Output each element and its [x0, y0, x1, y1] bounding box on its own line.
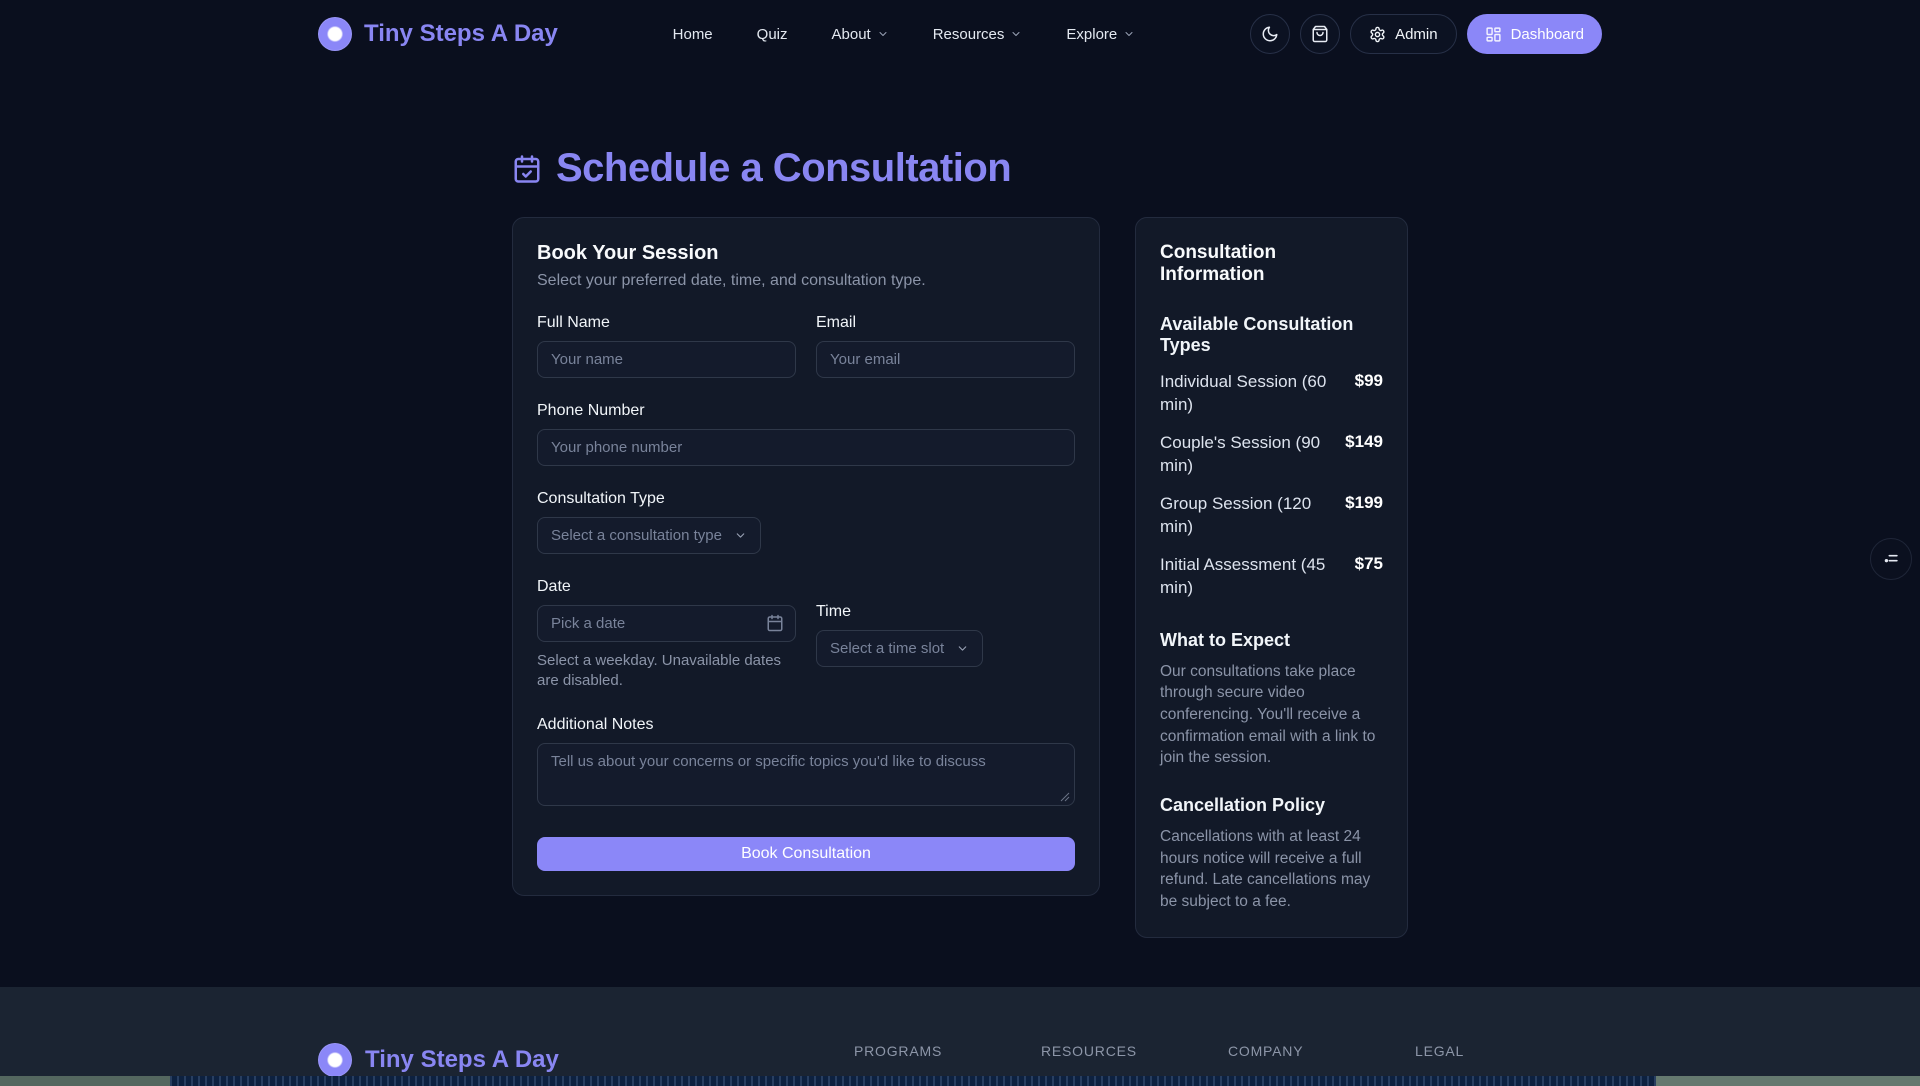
brand-logo-icon [318, 17, 352, 51]
time-select-value: Select a time slot [830, 639, 945, 657]
feedback-icon [1881, 549, 1901, 569]
footer-brand-group[interactable]: Tiny Steps A Day [318, 1042, 854, 1077]
consultation-type-select[interactable]: Select a consultation type [537, 517, 761, 554]
brand-logo-group[interactable]: Tiny Steps A Day [318, 17, 558, 51]
chevron-down-icon [956, 642, 969, 655]
form-title: Book Your Session [537, 242, 719, 264]
full-name-input[interactable] [537, 341, 796, 378]
time-select[interactable]: Select a time slot [816, 629, 984, 667]
consultation-info-card: Consultation Information Available Consu… [1135, 217, 1408, 938]
dashboard-button[interactable]: Dashboard [1466, 14, 1602, 54]
page-title: Schedule a Consultation [556, 146, 1012, 190]
price-value: $149 [1345, 431, 1383, 451]
calendar-check-icon [512, 154, 542, 184]
book-consultation-button[interactable]: Book Consultation [537, 836, 1075, 871]
brand-name: Tiny Steps A Day [364, 20, 558, 47]
price-value: $99 [1354, 371, 1383, 390]
date-input[interactable] [537, 605, 796, 642]
consultation-type-row: Individual Session (60 min) $99 [1160, 371, 1383, 417]
resize-handle-icon[interactable] [1060, 792, 1070, 802]
consultation-type-row: Initial Assessment (45 min) $75 [1160, 554, 1383, 600]
nav-item-resources[interactable]: Resources [933, 26, 1023, 43]
what-to-expect-text: Our consultations take place through sec… [1160, 662, 1376, 767]
chevron-down-icon [877, 28, 889, 40]
booking-form-card: Book Your Session Select your preferred … [512, 217, 1100, 896]
price-value: $199 [1345, 492, 1383, 512]
price-value: $75 [1354, 553, 1383, 573]
gear-icon [1369, 26, 1386, 43]
header-actions: Admin Dashboard [1250, 14, 1602, 54]
cart-button[interactable] [1300, 14, 1341, 54]
moon-icon [1261, 25, 1279, 43]
admin-button[interactable]: Admin [1350, 14, 1457, 54]
footer: Tiny Steps A Day Guiding you through you… [0, 986, 1920, 1086]
feedback-widget-button[interactable] [1870, 538, 1912, 580]
chevron-down-icon [1010, 28, 1022, 40]
phone-input[interactable] [537, 429, 1075, 466]
bottom-peek-middle [170, 1076, 1656, 1086]
admin-button-label: Admin [1395, 25, 1438, 43]
nav-item-quiz[interactable]: Quiz [756, 25, 788, 43]
main-nav: Home Quiz About Resources Explore [673, 26, 1136, 43]
form-subtitle: Select your preferred date, time, and co… [537, 272, 926, 289]
full-name-label: Full Name [537, 314, 610, 331]
consultation-type-row: Group Session (120 min) $199 [1160, 493, 1383, 539]
consultation-type-row: Couple's Session (90 min) $149 [1160, 432, 1383, 478]
bottom-peek-left [0, 1076, 170, 1086]
notes-textarea[interactable] [537, 742, 1075, 806]
theme-toggle-button[interactable] [1250, 14, 1291, 54]
dashboard-grid-icon [1485, 26, 1502, 43]
calendar-icon[interactable] [766, 614, 784, 632]
bottom-peek-strip [0, 1076, 1920, 1086]
available-types-heading: Available Consultation Types [1160, 314, 1354, 355]
email-input[interactable] [816, 341, 1075, 378]
date-helper-text: Select a weekday. Unavailable dates are … [537, 652, 782, 690]
main-content: Schedule a Consultation Book Your Sessio… [512, 146, 1408, 938]
nav-item-explore[interactable]: Explore [1066, 26, 1135, 43]
shopping-bag-icon [1311, 25, 1329, 43]
info-title: Consultation Information [1160, 242, 1277, 285]
consultation-type-select-value: Select a consultation type [551, 527, 722, 544]
time-label: Time [816, 602, 851, 620]
footer-brand-logo-icon [318, 1042, 352, 1077]
what-to-expect-heading: What to Expect [1160, 629, 1291, 650]
footer-brand-name: Tiny Steps A Day [365, 1045, 559, 1073]
bottom-peek-right [1656, 1076, 1920, 1086]
dashboard-button-label: Dashboard [1510, 25, 1584, 43]
top-navbar: Tiny Steps A Day Home Quiz About Resourc… [0, 0, 1920, 68]
nav-item-home[interactable]: Home [672, 25, 713, 43]
notes-label: Additional Notes [537, 715, 654, 733]
date-label: Date [537, 578, 571, 595]
phone-label: Phone Number [537, 402, 645, 419]
consultation-type-label: Consultation Type [537, 490, 665, 507]
cancellation-policy-heading: Cancellation Policy [1160, 794, 1326, 815]
nav-item-about[interactable]: About [832, 26, 889, 43]
chevron-down-icon [1123, 28, 1135, 40]
chevron-down-icon [734, 529, 747, 542]
email-label: Email [816, 314, 857, 331]
cancellation-policy-text: Cancellations with at least 24 hours not… [1160, 827, 1371, 910]
